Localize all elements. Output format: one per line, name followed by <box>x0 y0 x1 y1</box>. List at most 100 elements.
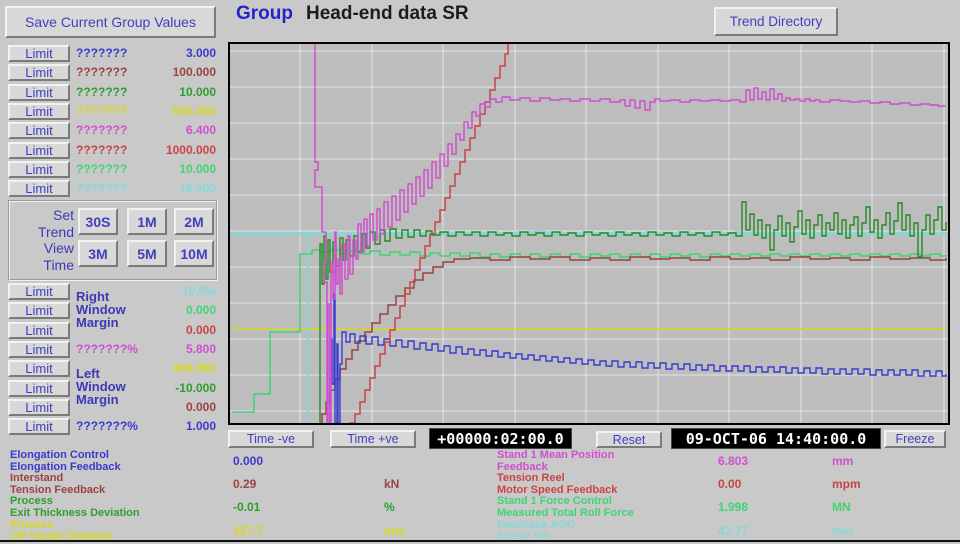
pen-name: Measured Total Roll Force <box>497 507 634 519</box>
pen-label: ??????? <box>76 161 128 176</box>
limit-value: 1.000 <box>185 419 216 434</box>
pen-name: Stand 1 Force Control <box>497 495 612 508</box>
limit-button[interactable]: Limit <box>8 418 70 436</box>
limit-value: 5.800 <box>185 341 216 356</box>
pen-label: ???????% <box>76 341 138 356</box>
limit-button[interactable]: Limit <box>8 379 70 397</box>
pen-name: Process <box>10 495 53 508</box>
pen-value: 0.00 <box>718 477 742 492</box>
limit-row: Limit??????? 16.000 <box>0 180 228 199</box>
limit-row: Limit???????% 1.000 <box>0 418 228 437</box>
pen-unit: kN <box>384 477 400 492</box>
freeze-button[interactable]: Freeze <box>884 430 946 448</box>
limit-value: 1000.000 <box>165 142 216 157</box>
margin-label-line: Margin <box>76 314 119 330</box>
pen-name: Tension Reel <box>497 472 565 485</box>
margin-label-line: Right <box>76 289 110 304</box>
limit-value: 3.000 <box>185 46 216 60</box>
pen-unit: mpm <box>832 477 861 492</box>
pen-label: ??????? <box>76 123 128 138</box>
limit-button[interactable]: Limit <box>8 45 70 62</box>
elapsed-time-display: +00000:02:00.0 <box>429 428 572 449</box>
trend-view-label-line: Trend <box>37 223 74 240</box>
bottom-separator <box>0 540 960 542</box>
limit-row: Limit??????? 3.000 <box>0 45 228 64</box>
trend-chart-frame <box>228 42 950 425</box>
margin-label-line: Margin <box>76 391 119 407</box>
save-current-group-values-button[interactable]: Save Current Group Values <box>5 6 216 38</box>
limit-button[interactable]: Limit <box>8 360 70 378</box>
limit-row: Limit 0.000 <box>0 302 228 321</box>
limit-row: Limit 400.000 <box>0 360 228 379</box>
time-plus-button[interactable]: Time +ve <box>330 430 416 448</box>
limit-button[interactable]: Limit <box>8 141 70 159</box>
limit-row: Limit???????% 5.800 <box>0 340 228 360</box>
limit-button[interactable]: Limit <box>8 283 70 300</box>
limit-button[interactable]: Limit <box>8 340 70 358</box>
pen-name: Exit Thickness Deviation <box>10 507 140 519</box>
trend-view-label-line: View <box>43 240 74 256</box>
limit-value: 10.000 <box>179 161 216 176</box>
pen-label: ??????? <box>76 65 128 80</box>
limit-value: 400.000 <box>172 361 216 376</box>
trend-line-stand1-mean-position-feedback <box>314 44 946 423</box>
pen-label: ???????% <box>76 419 138 434</box>
limit-value: 10.0% <box>181 284 216 298</box>
pen-name: Feedback AGC <box>497 518 575 531</box>
pen-label: ??????? <box>76 181 128 196</box>
pen-unit: % <box>384 500 395 515</box>
limit-value: 0.000 <box>185 399 216 414</box>
trend-time-button-10m[interactable]: 10M <box>174 240 214 267</box>
trend-view-label-line: Time <box>43 256 74 273</box>
limit-row: Limit??????? 500.000 <box>0 102 228 122</box>
trend-time-button-2m[interactable]: 2M <box>174 208 214 235</box>
pen-name: Feedback <box>497 460 548 473</box>
limit-value: 0.000 <box>185 322 216 337</box>
limit-value: 0.000 <box>185 303 216 318</box>
limit-row: Limit 10.0% <box>0 283 228 302</box>
limit-row: Limit 0.000 <box>0 321 228 341</box>
pen-value: 0.000 <box>233 454 264 468</box>
page-title: Head-end data SR <box>306 3 469 24</box>
limit-row: Limit??????? 10.000 <box>0 160 228 180</box>
pen-value: 43.77 <box>718 523 749 538</box>
time-minus-button[interactable]: Time -ve <box>228 430 314 448</box>
pen-value: 1.998 <box>718 500 749 515</box>
limit-button[interactable]: Limit <box>8 64 70 82</box>
pen-name: Process <box>10 518 53 531</box>
pen-name: Elongation Control <box>10 449 109 461</box>
trend-time-button-5m[interactable]: 5M <box>127 240 167 267</box>
trend-directory-button[interactable]: Trend Directory <box>714 7 838 36</box>
limit-value: 16.000 <box>179 181 216 196</box>
pen-name: Motor Speed Feedback <box>497 483 618 496</box>
pen-unit: mm <box>384 523 406 538</box>
set-trend-view-time-box: Set Trend View Time 30S 1M 2M 3M 5M 10M <box>8 200 218 281</box>
trend-time-button-3m[interactable]: 3M <box>78 240 118 267</box>
limit-row: Limit??????? 1000.000 <box>0 141 228 161</box>
limit-button[interactable]: Limit <box>8 83 70 101</box>
trend-time-button-1m[interactable]: 1M <box>127 208 167 235</box>
limit-button[interactable]: Limit <box>8 321 70 339</box>
limit-value: 6.400 <box>185 123 216 138</box>
pen-name: Interstand <box>10 472 64 485</box>
reset-button[interactable]: Reset <box>596 431 662 448</box>
limit-button[interactable]: Limit <box>8 122 70 140</box>
limit-button[interactable]: Limit <box>8 180 70 198</box>
pen-value: -0.01 <box>233 500 261 515</box>
limit-button[interactable]: Limit <box>8 160 70 178</box>
pen-value: 427.7 <box>233 523 264 538</box>
limit-button[interactable]: Limit <box>8 302 70 320</box>
trend-line-measured-total-roll-force <box>232 249 947 413</box>
trend-time-button-30s[interactable]: 30S <box>78 208 118 235</box>
margin-label-line: Window <box>76 301 126 317</box>
pen-value: 0.29 <box>233 477 257 492</box>
group-label: Group <box>236 3 293 24</box>
limit-button[interactable]: Limit <box>8 102 70 120</box>
pen-name: Stand 1 Mean Position <box>497 449 615 461</box>
limit-row: Limit??????? 100.000 <box>0 64 228 83</box>
limit-button[interactable]: Limit <box>8 398 70 416</box>
pen-name: Screw Tilt <box>497 530 549 543</box>
datetime-display: 09-OCT-06 14:40:00.0 <box>671 428 881 449</box>
margin-label-line: Left <box>76 366 100 381</box>
